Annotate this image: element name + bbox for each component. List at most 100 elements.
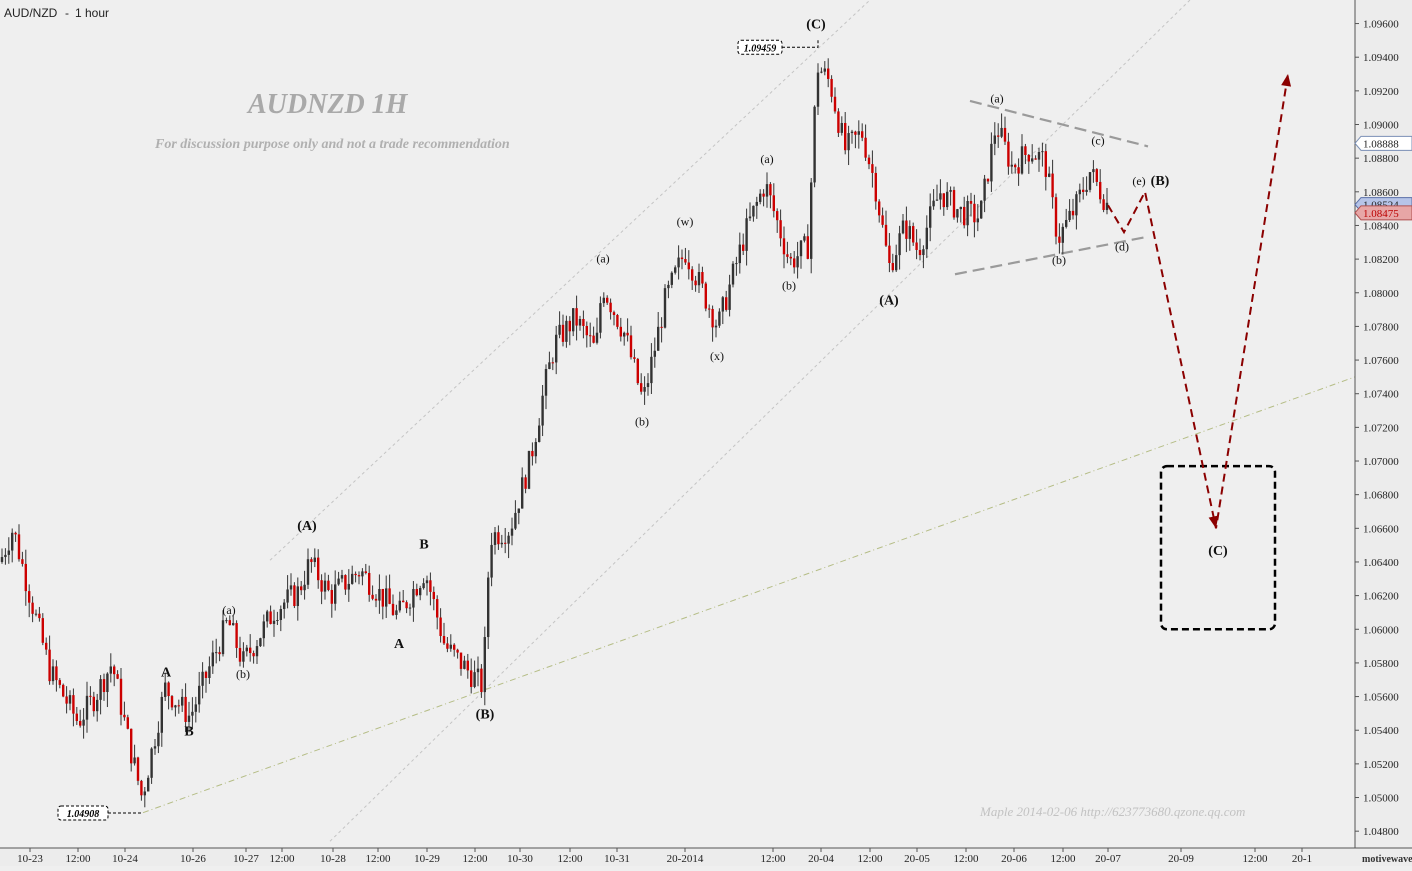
candle-body: [405, 602, 408, 609]
candle-body: [170, 696, 174, 708]
candle-body: [677, 257, 680, 268]
candle-body: [204, 671, 208, 678]
callout-leader: [782, 39, 819, 48]
candle-body: [72, 695, 75, 714]
candle-body: [823, 68, 826, 72]
candle-body: [589, 335, 592, 337]
candle-body: [1010, 164, 1013, 167]
candle-body: [929, 206, 932, 228]
candle-body: [198, 685, 201, 705]
candle-body: [592, 335, 595, 343]
x-tick-label: 10-24: [112, 853, 138, 865]
timeframe-separator: -: [65, 6, 69, 20]
candle-body: [548, 362, 551, 370]
x-tick-label: 12:00: [857, 853, 883, 865]
candle-body: [541, 395, 544, 426]
candle-body: [575, 308, 578, 326]
price-tag-label: 1.08888: [1363, 138, 1399, 150]
candle-body: [898, 233, 901, 256]
candle-body: [813, 106, 816, 183]
candle-body: [626, 332, 629, 336]
wave-label: (b): [1052, 253, 1066, 267]
candle-body: [538, 425, 541, 442]
candle-body: [504, 542, 507, 544]
candle-body: [483, 637, 486, 693]
wave-label: (A): [297, 519, 317, 534]
candle-body: [1085, 189, 1088, 192]
wave-label: A: [394, 637, 405, 652]
candle-body: [391, 603, 395, 615]
candle-body: [194, 704, 197, 712]
wave-label: (b): [635, 415, 649, 429]
candle-body: [922, 249, 925, 256]
candle-body: [408, 607, 412, 609]
candle-body: [398, 600, 401, 611]
candle-body: [667, 284, 670, 289]
candle-body: [830, 78, 833, 97]
candle-body: [432, 591, 435, 600]
wave-label: (w): [677, 214, 694, 228]
candle-body: [368, 572, 371, 595]
candle-body: [847, 133, 850, 151]
candle-body: [96, 699, 99, 712]
x-tick-label: 12:00: [953, 853, 979, 865]
candle-body: [4, 554, 7, 558]
x-axis-background: [0, 848, 1412, 866]
candle-body: [510, 528, 514, 536]
wave-label: (b): [782, 278, 796, 292]
price-tag-label: 1.08475: [1363, 208, 1399, 220]
candle-body: [201, 671, 204, 686]
candle-body: [748, 216, 752, 219]
wave-label: (A): [879, 294, 899, 309]
x-tick-label: 10-31: [604, 853, 630, 865]
candle-body: [456, 649, 459, 653]
candle-body: [925, 227, 928, 250]
y-tick-label: 1.05800: [1363, 658, 1399, 670]
candle-body: [320, 580, 323, 592]
candle-body: [92, 696, 95, 712]
candle-body: [38, 613, 41, 619]
candle-body: [1075, 194, 1078, 216]
y-tick-label: 1.05000: [1363, 793, 1399, 805]
x-tick-label: 12:00: [1242, 853, 1268, 865]
candle-body: [1007, 141, 1010, 167]
candle-body: [245, 647, 248, 652]
author-credit: Maple 2014-02-06 http://623773680.qzone.…: [979, 804, 1245, 819]
candle-body: [612, 312, 616, 315]
candle-body: [344, 575, 347, 590]
wave-label: (b): [236, 667, 250, 681]
wave-label: A: [161, 665, 172, 680]
candle-body: [867, 157, 871, 165]
candle-body: [1095, 169, 1098, 182]
candle-body: [24, 563, 27, 592]
y-tick-label: 1.06200: [1363, 591, 1399, 603]
candle-body: [680, 257, 684, 260]
candle-body: [133, 757, 136, 764]
candle-body: [527, 450, 531, 489]
y-tick-label: 1.06000: [1363, 624, 1399, 636]
candle-body: [895, 255, 898, 271]
callout-box: [57, 805, 109, 821]
candle-body: [782, 238, 786, 255]
candle-body: [255, 646, 259, 657]
candle-body: [34, 613, 38, 615]
forecast-layer: [1107, 73, 1292, 631]
candle-body: [1024, 146, 1027, 155]
candle-body: [1020, 146, 1024, 174]
candle-body: [266, 611, 269, 622]
candle-body: [745, 218, 748, 251]
candle-body: [623, 332, 626, 337]
candle-body: [480, 668, 483, 693]
candle-body: [82, 719, 85, 726]
candle-body: [1071, 210, 1075, 216]
candle-body: [952, 190, 956, 218]
candle-body: [769, 184, 772, 196]
y-axis: 1.09600 1.09400 1.09200 1.09000 1.08800 1.086…: [1354, 0, 1412, 866]
candle-body: [653, 350, 656, 357]
candle-body: [844, 122, 847, 151]
wave-labels-layer: 1.09459 1.04908 (A) (B) (C) (A) (B) (C) A B A B (a) (…: [57, 18, 1228, 821]
candle-body: [218, 652, 221, 655]
candle-body: [935, 199, 939, 201]
candle-body: [850, 131, 854, 134]
